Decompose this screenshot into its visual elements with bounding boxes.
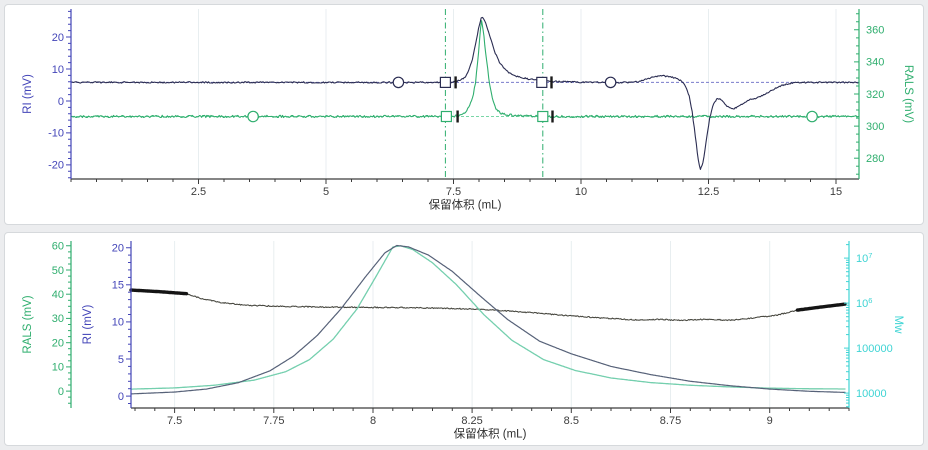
x-tick-label: 8.5 [564, 415, 579, 427]
y-tick-label-ri: -10 [48, 128, 64, 140]
y-tick-label-ri: 5 [118, 354, 124, 366]
marker-ibeam-ri-signal[interactable] [454, 76, 457, 89]
x-tick-label: 7.5 [167, 415, 182, 427]
y-tick-label-rals: 0 [58, 386, 64, 398]
peak-detail-panel: 7.5 7.75 8 8.25 8.5 8.75 9 保留体积 (mL) 0 10 20 30 40 50… [4, 232, 924, 446]
y-tick-label-rals: 10 [52, 362, 64, 374]
y-tick-label-mw: 10000 [856, 388, 887, 400]
series-mw-fit-right [795, 302, 847, 312]
y-tick-label-ri: 20 [52, 32, 64, 44]
series-mw-line [185, 293, 798, 322]
y-axis-label-mw: Mw [892, 316, 904, 335]
y-tick-label-ri: -20 [48, 160, 64, 172]
y-tick-label-mw: 100000 [856, 343, 893, 355]
series-rals-signal [70, 20, 860, 119]
marker-square-rals-signal[interactable] [440, 110, 452, 123]
x-tick-label: 12.5 [698, 186, 719, 198]
x-tick-label: 10 [575, 186, 587, 198]
x-tick-label: 2.5 [191, 186, 206, 198]
y-tick-label-rals: 320 [866, 89, 884, 101]
marker-circle-rals-signal[interactable] [247, 110, 259, 123]
axis-mw: 10000 100000 106 107 Mw [844, 241, 904, 408]
series-ri-signal [70, 16, 860, 170]
y-tick-label-rals: 50 [52, 265, 64, 277]
y-tick-label-ri: 10 [112, 317, 124, 329]
x-axis-label: 保留体积 (mL) [454, 427, 527, 441]
marker-square-rals-signal[interactable] [537, 110, 549, 123]
marker-circle-ri-signal[interactable] [392, 76, 405, 89]
y-tick-label-ri: 10 [52, 64, 64, 76]
gridlines [174, 241, 771, 408]
marker-ibeam-ri-signal[interactable] [550, 76, 553, 89]
gridlines [198, 9, 837, 179]
x-axis-label: 保留体积 (mL) [429, 198, 502, 212]
axis-rals: 0 10 20 30 40 50 60 RALS (mV) [22, 241, 72, 408]
axis-rals: 280 300 320 340 360 RALS (mV) [854, 9, 914, 179]
x-tick-label: 8 [370, 415, 376, 427]
y-tick-label-ri: 15 [112, 280, 124, 292]
marker-circle-rals-signal[interactable] [806, 110, 818, 123]
series-rals-dist [130, 245, 846, 390]
y-tick-label-ri: 0 [118, 391, 124, 403]
y-tick-label-rals: 340 [866, 57, 884, 69]
x-tick-label: 7.5 [446, 186, 461, 198]
marker-circle-ri-signal[interactable] [604, 76, 617, 89]
y-tick-label-rals: 20 [52, 338, 64, 350]
axis-ri: 0 5 10 15 20 RI (mV) [82, 241, 132, 408]
chromatogram-chart[interactable]: 2.5 5 7.5 10 12.5 15 保留体积 (mL) -20 -10 0 10 20 RI (m… [5, 5, 921, 224]
y-tick-label-rals: 280 [866, 153, 884, 165]
y-tick-label-rals: 40 [52, 289, 64, 301]
y-tick-label-mw: 106 [856, 296, 872, 310]
y-tick-label-rals: 300 [866, 121, 884, 133]
y-tick-label-mw: 107 [856, 251, 872, 265]
x-tick-label: 15 [830, 186, 842, 198]
y-tick-label-rals: 360 [866, 25, 884, 37]
y-tick-label-ri: 0 [58, 96, 64, 108]
y-axis-label-rals: RALS (mV) [902, 65, 914, 123]
axis-ri: -20 -10 0 10 20 RI (mV) [22, 9, 72, 179]
y-tick-label-rals: 30 [52, 313, 64, 325]
x-tick-label: 8.75 [660, 415, 681, 427]
marker-ibeam-rals-signal[interactable] [551, 110, 554, 123]
x-tick-label: 9 [767, 415, 773, 427]
x-tick-label: 7.75 [263, 415, 284, 427]
y-tick-label-ri: 20 [112, 243, 124, 255]
series-mw-fit-left [129, 288, 189, 296]
x-axis: 7.5 7.75 8 8.25 8.5 8.75 9 保留体积 (mL) [131, 407, 850, 441]
y-axis-label-ri: RI (mV) [82, 305, 94, 345]
y-axis-label-rals: RALS (mV) [22, 295, 34, 353]
y-tick-label-rals: 60 [52, 241, 64, 253]
marker-square-ri-signal[interactable] [439, 76, 451, 89]
series-ri-dist [130, 244, 846, 395]
marker-square-ri-signal[interactable] [536, 76, 548, 89]
x-tick-label: 8.25 [461, 415, 482, 427]
x-axis: 2.5 5 7.5 10 12.5 15 保留体积 (mL) [70, 178, 859, 212]
marker-ibeam-rals-signal[interactable] [456, 110, 459, 123]
y-axis-label-ri: RI (mV) [22, 74, 34, 114]
chromatogram-panel: 2.5 5 7.5 10 12.5 15 保留体积 (mL) -20 -10 0 10 20 RI (m… [4, 4, 924, 225]
x-tick-label: 5 [323, 186, 329, 198]
